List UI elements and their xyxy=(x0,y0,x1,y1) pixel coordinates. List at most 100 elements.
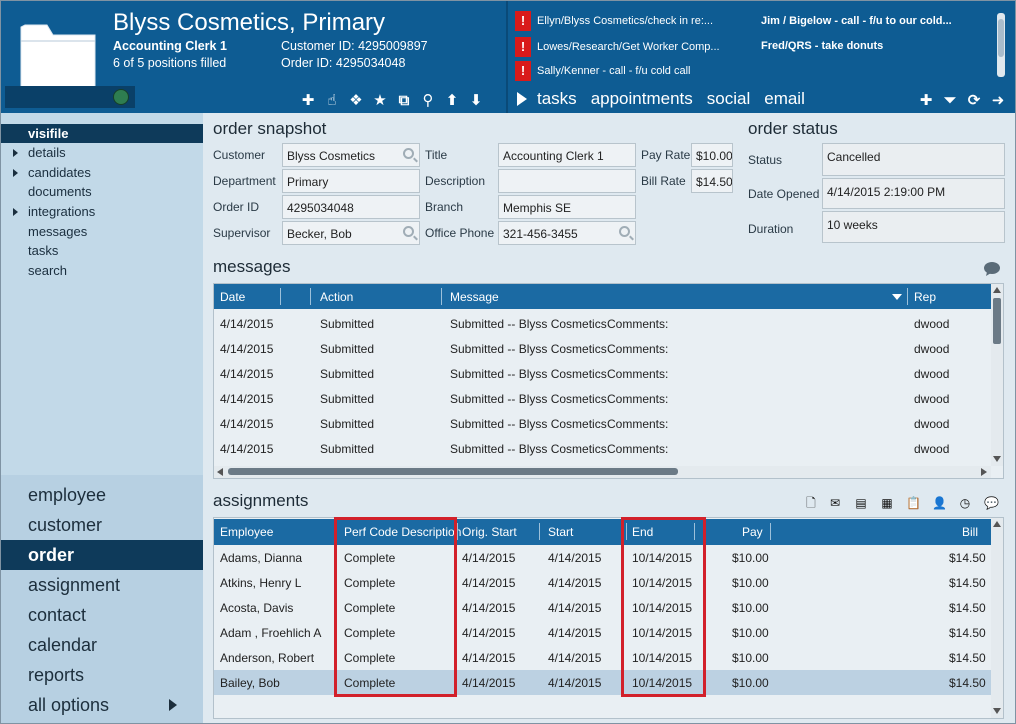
table-row[interactable]: 4/14/2015 Submitted Submitted -- Blyss C… xyxy=(214,411,991,436)
clock-icon[interactable]: ◷ xyxy=(959,496,971,510)
pay-rate-field[interactable]: $10.00 xyxy=(691,143,733,167)
bill-rate-field[interactable]: $14.50 xyxy=(691,169,733,193)
table-row[interactable]: 4/14/2015 Submitted Submitted -- Blyss C… xyxy=(214,436,991,461)
tab-email[interactable]: email xyxy=(764,89,805,108)
table-row[interactable]: 4/14/2015 Submitted Submitted -- Blyss C… xyxy=(214,311,991,336)
messages-hscrollbar[interactable] xyxy=(214,466,991,478)
person-icon[interactable]: 👤 xyxy=(932,496,947,510)
external-link-icon[interactable]: ⧉ xyxy=(398,91,410,109)
table-row[interactable]: 4/14/2015 Submitted Submitted -- Blyss C… xyxy=(214,336,991,361)
sidebar-item-search[interactable]: search xyxy=(28,263,68,278)
notice-item[interactable]: Fred/QRS - take donuts xyxy=(761,40,883,52)
arrow-up-icon[interactable]: ⬆ xyxy=(445,92,459,109)
nav-employee[interactable]: employee xyxy=(28,485,107,505)
sidebar-item-integrations[interactable]: integrations xyxy=(1,202,203,221)
messages-hscroll-thumb[interactable] xyxy=(228,468,678,475)
nav-contact[interactable]: contact xyxy=(28,605,87,625)
scroll-up-icon[interactable] xyxy=(993,287,1001,293)
sidebar-item-tasks[interactable]: tasks xyxy=(28,243,59,258)
column-header-pay[interactable]: Pay xyxy=(742,525,763,539)
card-icon[interactable]: ▤ xyxy=(855,496,867,510)
refresh-icon[interactable]: ⟳ xyxy=(967,92,981,109)
table-row[interactable]: 4/14/2015 Submitted Submitted -- Blyss C… xyxy=(214,386,991,411)
date-opened-field[interactable]: 4/14/2015 2:19:00 PM xyxy=(822,178,1005,209)
lookup-icon[interactable] xyxy=(403,148,414,159)
tab-tasks[interactable]: tasks xyxy=(537,89,577,108)
column-header-message[interactable]: Message xyxy=(450,290,499,304)
notice-item[interactable]: ! Ellyn/Blyss Cosmetics/check in re:... xyxy=(515,11,713,31)
comment-icon[interactable] xyxy=(983,261,1001,277)
column-header-end[interactable]: End xyxy=(632,525,654,539)
search-icon[interactable]: ⚲ xyxy=(422,92,434,109)
notice-item[interactable]: ! Sally/Kenner - call - f/u cold call xyxy=(515,61,690,81)
sidebar-item-documents[interactable]: documents xyxy=(28,184,92,199)
sidebar-item-candidates[interactable]: candidates xyxy=(1,163,203,182)
duration-field[interactable]: 10 weeks xyxy=(822,211,1005,243)
column-header-date[interactable]: Date xyxy=(220,290,246,304)
play-icon[interactable] xyxy=(517,92,527,106)
messages-vscrollbar[interactable] xyxy=(991,284,1003,466)
tab-appointments[interactable]: appointments xyxy=(590,89,693,108)
nav-order[interactable]: order xyxy=(1,540,203,570)
column-header-bill[interactable]: Bill xyxy=(962,525,979,539)
status-field[interactable]: Cancelled xyxy=(822,143,1005,176)
table-row[interactable]: Anderson, Robert Complete 4/14/2015 4/14… xyxy=(214,645,991,670)
order-id-field[interactable]: 4295034048 xyxy=(282,195,420,219)
arrow-right-icon[interactable]: ➜ xyxy=(991,92,1005,109)
id-card-icon[interactable]: ▦ xyxy=(881,496,893,510)
nav-all-options[interactable]: all options xyxy=(1,690,203,720)
branch-field[interactable]: Memphis SE xyxy=(498,195,636,219)
notice-item[interactable]: ! Lowes/Research/Get Worker Comp... xyxy=(515,37,720,57)
column-header-action[interactable]: Action xyxy=(320,290,354,304)
table-row-selected[interactable]: Bailey, Bob Complete 4/14/2015 4/14/2015… xyxy=(214,670,991,695)
table-row[interactable]: Adam , Froehlich A Complete 4/14/2015 4/… xyxy=(214,620,991,645)
nav-reports[interactable]: reports xyxy=(28,665,85,685)
notice-scrollbar[interactable] xyxy=(997,13,1005,77)
notice-scroll-thumb[interactable] xyxy=(998,19,1004,57)
lookup-icon[interactable] xyxy=(619,226,630,237)
comment-icon[interactable]: 💬 xyxy=(984,496,999,510)
column-header-employee[interactable]: Employee xyxy=(220,525,274,539)
clipboard-icon[interactable]: 📋 xyxy=(906,496,921,510)
add-icon[interactable]: ✚ xyxy=(919,92,933,109)
nav-customer[interactable]: customer xyxy=(28,515,103,535)
star-icon[interactable]: ★ xyxy=(373,92,387,109)
scroll-right-icon[interactable] xyxy=(981,468,987,476)
column-header-orig-start[interactable]: Orig. Start xyxy=(462,525,517,539)
notice-item[interactable]: Jim / Bigelow - call - f/u to our cold..… xyxy=(761,15,952,27)
office-phone-field[interactable]: 321-456-3455 xyxy=(498,221,636,245)
lookup-icon[interactable] xyxy=(403,226,414,237)
sidebar-item-details[interactable]: details xyxy=(1,143,203,162)
messages-vscroll-thumb[interactable] xyxy=(993,298,1001,344)
table-row[interactable]: 4/14/2015 Submitted Submitted -- Blyss C… xyxy=(214,361,991,386)
nav-assignment[interactable]: assignment xyxy=(28,575,121,595)
column-header-start[interactable]: Start xyxy=(548,525,574,539)
scroll-left-icon[interactable] xyxy=(217,468,223,476)
assignments-vscrollbar[interactable] xyxy=(991,518,1003,718)
table-row[interactable]: Adams, Dianna Complete 4/14/2015 4/14/20… xyxy=(214,545,991,570)
sidebar-item-messages[interactable]: messages xyxy=(28,224,88,239)
puzzle-icon[interactable]: ❖ xyxy=(349,92,363,109)
department-field[interactable]: Primary xyxy=(282,169,420,193)
description-field[interactable] xyxy=(498,169,636,193)
mail-icon[interactable]: ✉ xyxy=(829,496,841,510)
scroll-down-icon[interactable] xyxy=(993,456,1001,462)
scroll-down-icon[interactable] xyxy=(993,708,1001,714)
add-icon[interactable]: ✚ xyxy=(301,92,315,109)
tab-social[interactable]: social xyxy=(706,89,751,108)
supervisor-field[interactable]: Becker, Bob xyxy=(282,221,420,245)
customer-field[interactable]: Blyss Cosmetics xyxy=(282,143,420,167)
table-row[interactable]: Atkins, Henry L Complete 4/14/2015 4/14/… xyxy=(214,570,991,595)
pointer-icon[interactable]: ☝ xyxy=(327,92,337,109)
column-header-rep[interactable]: Rep xyxy=(914,290,937,304)
scroll-up-icon[interactable] xyxy=(993,521,1001,527)
nav-calendar[interactable]: calendar xyxy=(28,635,98,655)
document-icon[interactable]: 🗋 xyxy=(806,496,816,510)
filter-icon[interactable]: ⏷ xyxy=(943,91,956,109)
title-field[interactable]: Accounting Clerk 1 xyxy=(498,143,636,167)
sidebar-item-visifile[interactable]: visifile xyxy=(1,124,203,143)
table-row[interactable]: Acosta, Davis Complete 4/14/2015 4/14/20… xyxy=(214,595,991,620)
column-header-perf-code[interactable]: Perf Code Description xyxy=(344,525,462,539)
arrow-down-icon[interactable]: ⬇ xyxy=(469,92,483,109)
sort-desc-icon[interactable] xyxy=(892,294,902,300)
